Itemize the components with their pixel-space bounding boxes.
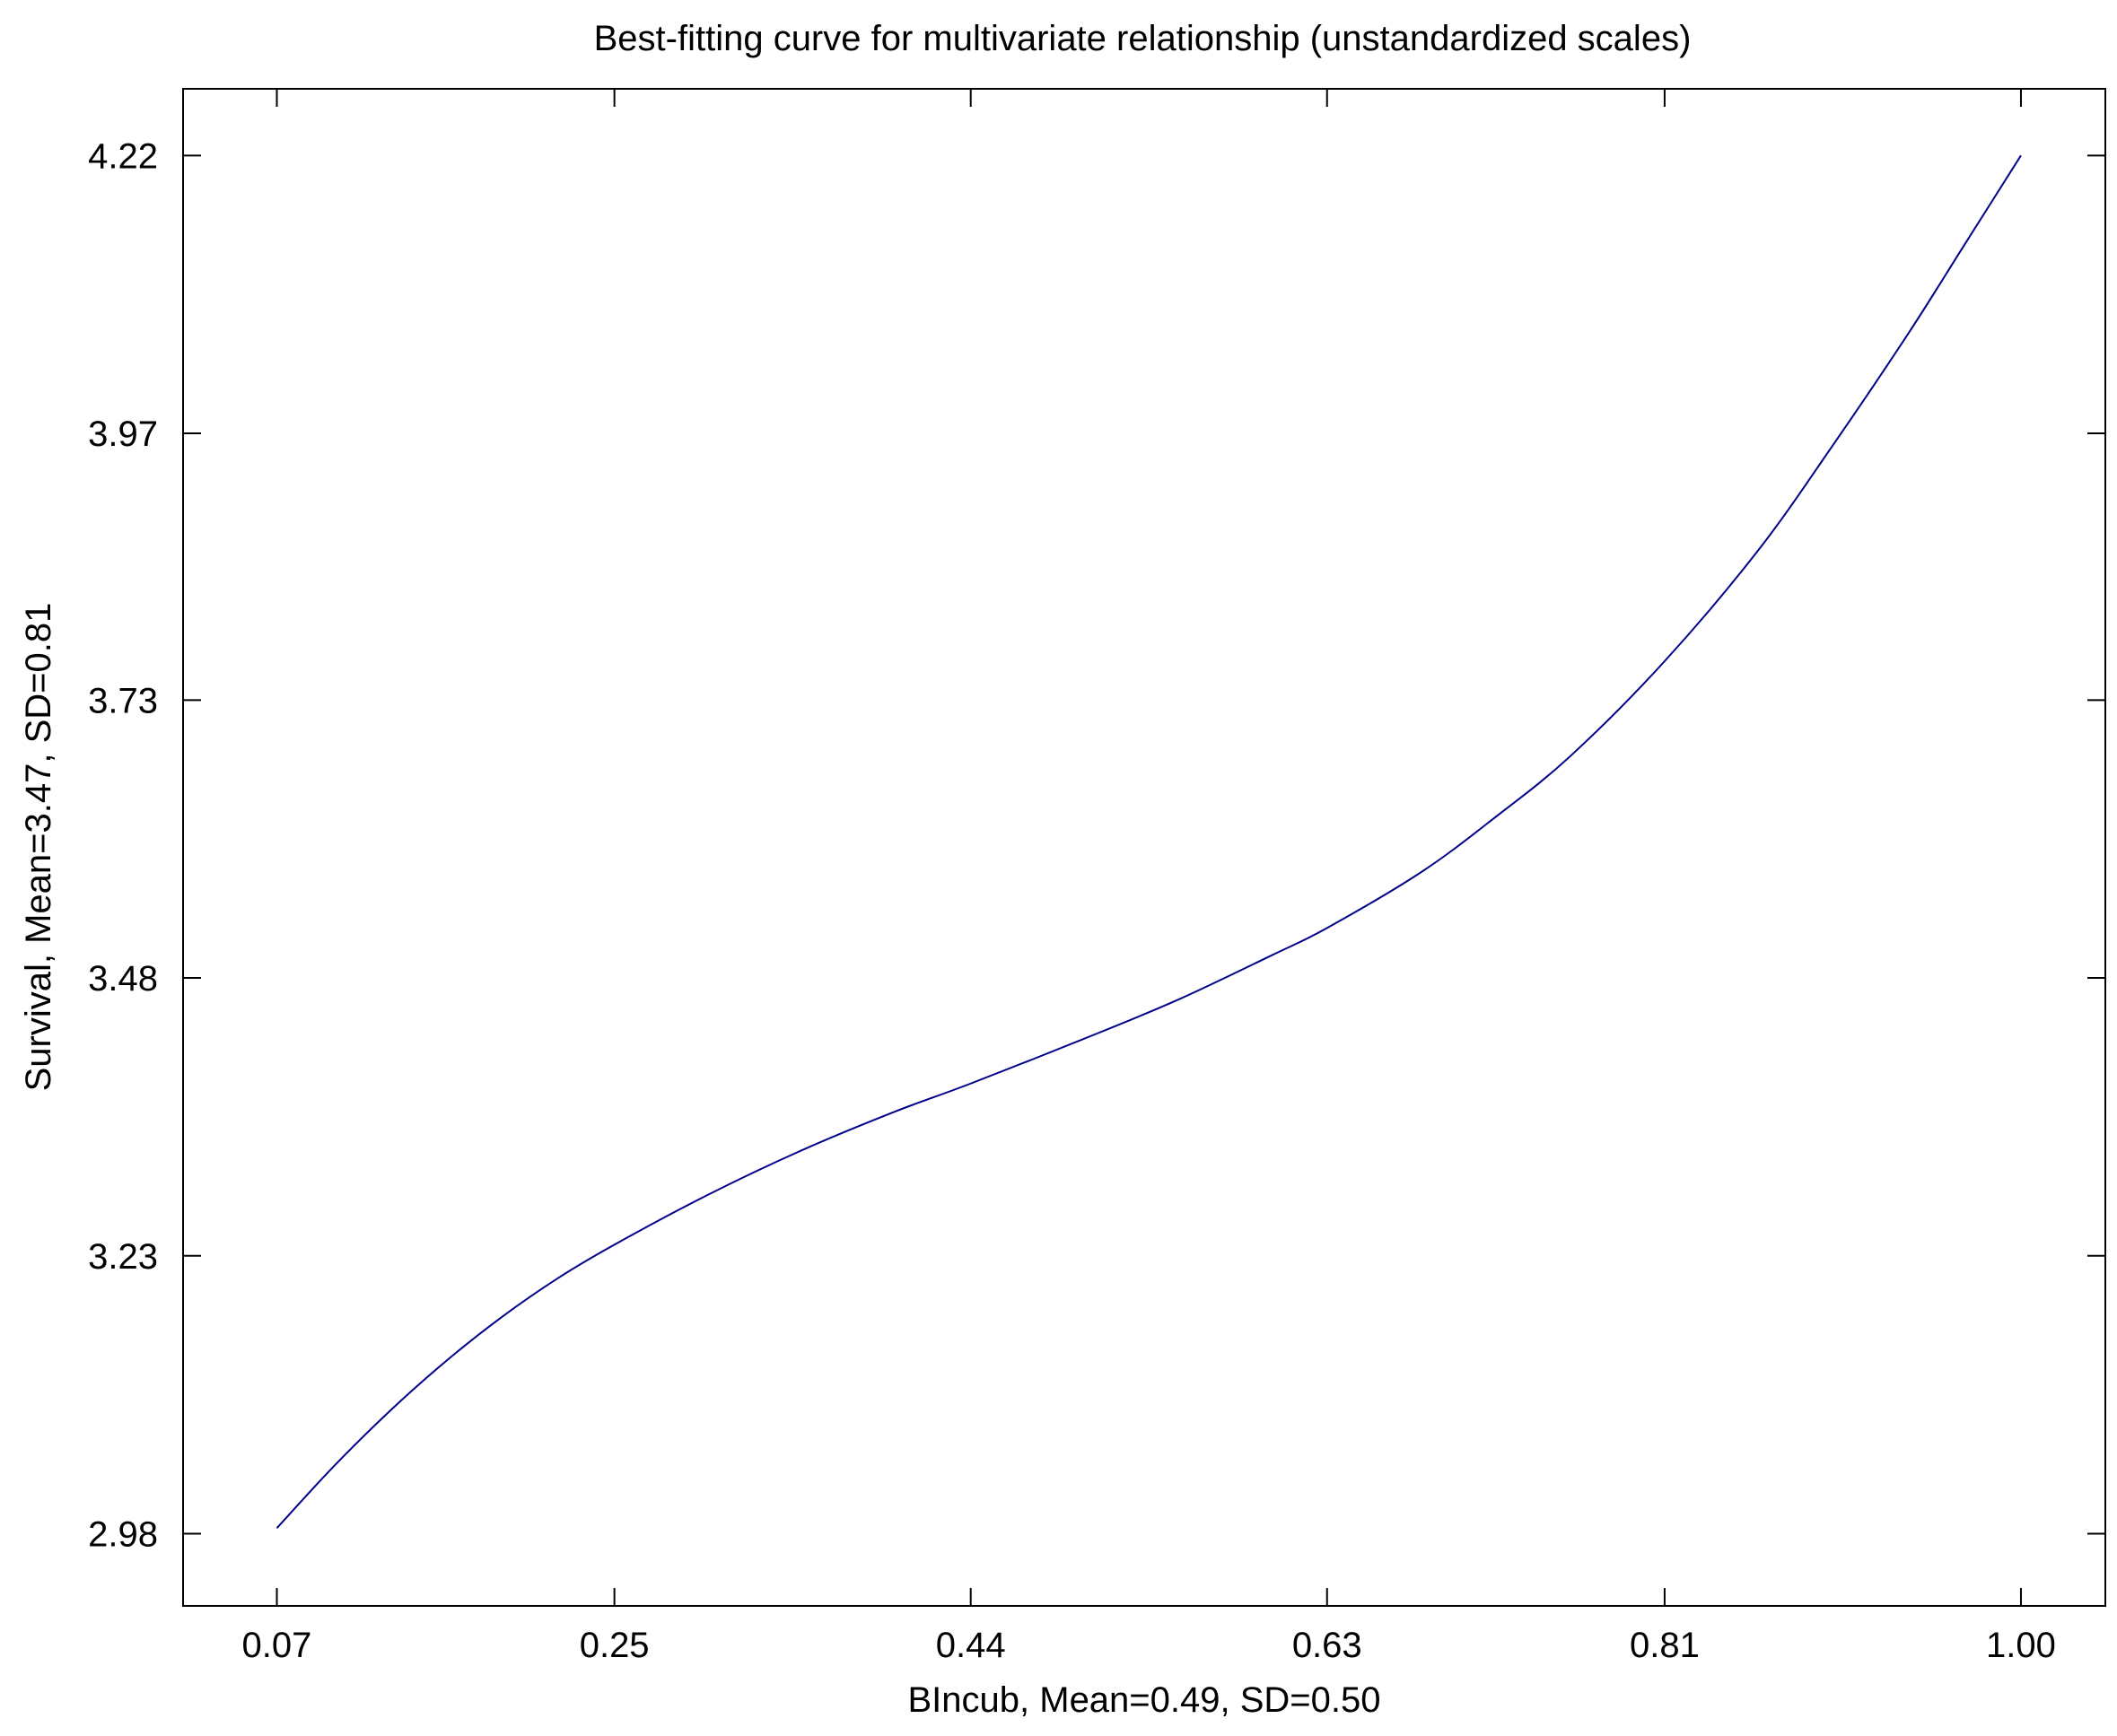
x-tick-label: 0.44: [936, 1626, 1006, 1665]
y-tick-label: 3.97: [88, 414, 158, 454]
x-tick-label: 1.00: [1986, 1626, 2056, 1665]
series-line: [276, 154, 2022, 1529]
y-tick-label: 3.48: [88, 959, 158, 999]
chart-title: Best-fitting curve for multivariate rela…: [594, 19, 1692, 58]
x-tick-label: 0.25: [580, 1626, 650, 1665]
x-tick-label: 0.81: [1630, 1626, 1700, 1665]
y-axis-label: Survival, Mean=3.47, SD=0.81: [19, 603, 58, 1092]
y-tick-label: 3.73: [88, 681, 158, 720]
x-tick-label: 0.07: [242, 1626, 312, 1665]
x-axis-ticks: 0.07 0.25 0.44 0.63 0.81 1.00: [242, 89, 2056, 1665]
x-axis-label: BIncub, Mean=0.49, SD=0.50: [907, 1680, 1380, 1720]
x-tick-label: 0.63: [1292, 1626, 1362, 1665]
y-tick-label: 3.23: [88, 1237, 158, 1277]
y-tick-label: 2.98: [88, 1514, 158, 1554]
plot-frame: [182, 88, 2106, 1607]
y-axis-ticks: 2.98 3.23 3.48 3.73 3.97 4.22: [88, 136, 2105, 1554]
y-tick-label: 4.22: [88, 136, 158, 176]
